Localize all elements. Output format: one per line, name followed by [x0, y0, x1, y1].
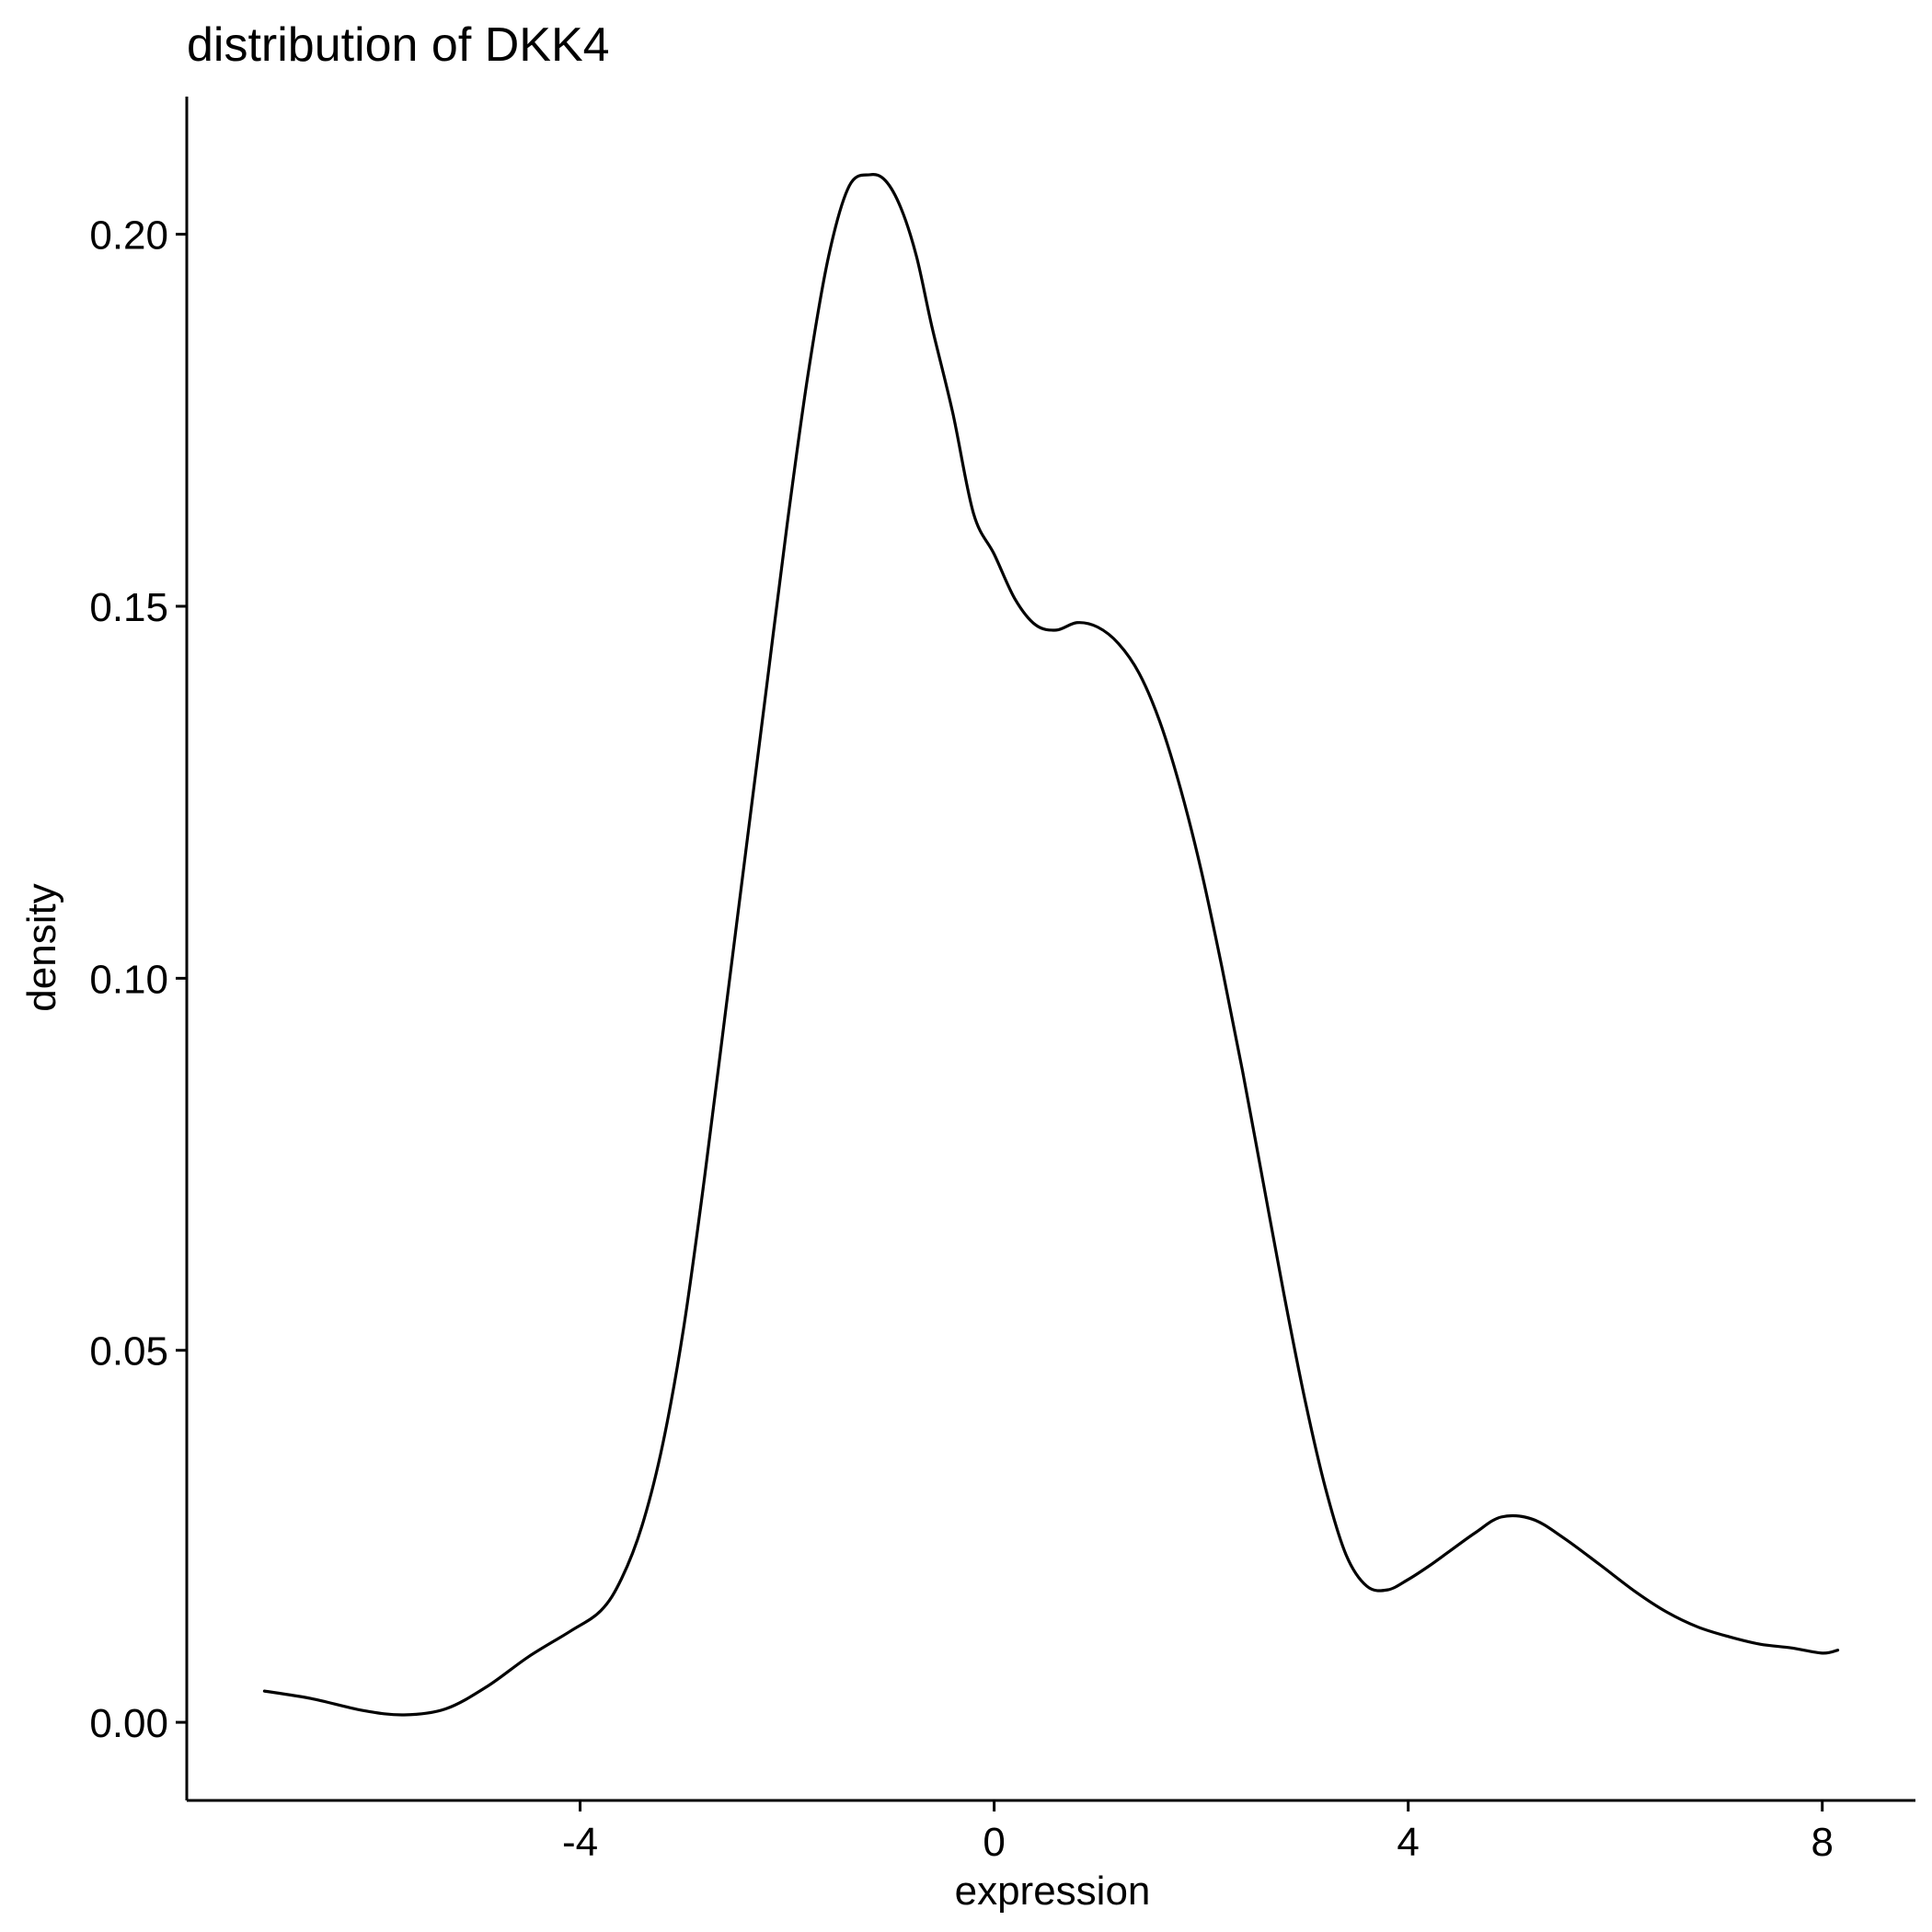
x-tick-label: -4	[562, 1820, 598, 1865]
y-axis-ticks: 0.00 0.05 0.10 0.15 0.20	[89, 213, 187, 1746]
x-axis-title: expression	[955, 1869, 1151, 1914]
y-tick-label: 0.15	[89, 585, 168, 630]
x-tick-label: 8	[1811, 1820, 1833, 1865]
y-tick-label: 0.20	[89, 213, 168, 259]
density-line	[262, 173, 1840, 1717]
x-axis-ticks: -4 0 4 8	[562, 1800, 1834, 1865]
y-axis-title: density	[19, 883, 64, 1011]
chart-title: distribution of DKK4	[187, 18, 610, 72]
x-tick-label: 4	[1397, 1820, 1419, 1865]
y-tick-label: 0.05	[89, 1329, 168, 1374]
y-tick-label: 0.00	[89, 1701, 168, 1746]
x-tick-label: 0	[983, 1820, 1005, 1865]
y-tick-label: 0.10	[89, 957, 168, 1002]
